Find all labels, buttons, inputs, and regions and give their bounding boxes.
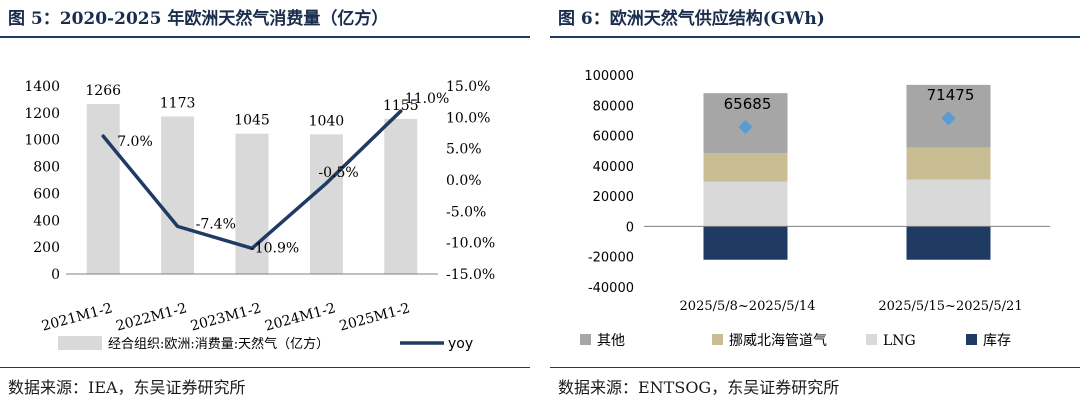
right-bottom-rule <box>550 367 1080 368</box>
stacked-segment-库存 <box>703 226 788 260</box>
y-left-tick-label: 400 <box>33 213 60 229</box>
legend-label: LNG <box>883 333 916 349</box>
y-tick-label: 60000 <box>593 130 634 145</box>
y-tick-label: 40000 <box>593 160 634 175</box>
total-data-label: 71475 <box>927 86 975 104</box>
y-right-tick-label: 10.0% <box>446 110 490 126</box>
right-source-note: 数据来源：ENTSOG，东吴证券研究所 <box>558 378 840 397</box>
consumption-chart: 0 200 400 600 800 1000 1200 1400 -15.0% -10.0% -5.… <box>24 79 495 352</box>
x-category-label: 2024M1-2 <box>263 300 337 334</box>
legend-label: 其他 <box>597 333 625 349</box>
consumption-bar <box>384 118 418 275</box>
y-right-tick-label: -15.0% <box>446 267 495 283</box>
left-bottom-rule <box>0 367 530 368</box>
stacked-segment-LNG <box>703 181 788 227</box>
stacked-segment-挪威北海管道气 <box>703 152 788 182</box>
y-right-tick-label: -10.0% <box>446 236 495 252</box>
legend-label-consumption: 经合组织:欧洲:消费量:天然气（亿方） <box>108 336 329 352</box>
consumption-bar <box>86 103 120 274</box>
y-left-tick-label: 1200 <box>24 106 60 122</box>
right-figure-panel: 图 6：欧洲天然气供应结构(GWh) -40000 -20000 0 20000 400… <box>550 0 1080 400</box>
x-category-label: 2025M1-2 <box>338 300 412 334</box>
y-right-tick-label: -5.0% <box>446 204 486 220</box>
legend-swatch <box>580 334 591 345</box>
x-category-label: 2021M1-2 <box>40 300 114 334</box>
y-tick-label: 0 <box>626 220 634 235</box>
consumption-bar-label: 1045 <box>234 113 270 129</box>
legend-swatch <box>966 334 977 345</box>
stacked-segment-挪威北海管道气 <box>906 147 991 180</box>
yoy-line <box>101 109 403 251</box>
yoy-data-label: -7.4% <box>196 216 236 232</box>
y-right-tick-label: 5.0% <box>446 142 482 158</box>
stacked-segment-LNG <box>906 179 991 227</box>
y-tick-label: -20000 <box>588 251 634 266</box>
y-left-tick-label: 600 <box>33 186 60 202</box>
y-tick-label: 100000 <box>584 69 634 84</box>
x-category-label: 2025/5/8~2025/5/14 <box>680 299 816 314</box>
consumption-bar <box>161 116 195 275</box>
left-source-note: 数据来源：IEA，东吴证券研究所 <box>8 378 246 397</box>
supply-structure-chart: -40000 -20000 0 20000 40000 60000 80000 100000 6… <box>580 69 1050 349</box>
legend-label-yoy: yoy <box>448 336 473 352</box>
consumption-bar-label: 1173 <box>160 95 196 111</box>
y-tick-label: 80000 <box>593 99 634 114</box>
left-title-rule <box>0 36 530 38</box>
x-category-label: 2022M1-2 <box>114 300 188 334</box>
yoy-data-label: 7.0% <box>117 134 153 150</box>
yoy-data-label: -0.5% <box>318 165 358 181</box>
stacked-segment-库存 <box>906 226 991 260</box>
consumption-bar-label: 1155 <box>383 98 419 114</box>
y-right-tick-label: 0.0% <box>446 173 482 189</box>
y-tick-label: 20000 <box>593 190 634 205</box>
left-figure-title: 图 5：2020-2025 年欧洲天然气消费量（亿方） <box>8 9 389 29</box>
yoy-data-label: -10.9% <box>250 240 299 256</box>
right-title-rule <box>550 36 1080 38</box>
y-left-tick-label: 1400 <box>24 79 60 95</box>
consumption-bar <box>235 133 269 274</box>
y-left-tick-label: 800 <box>33 160 60 176</box>
yoy-data-label: 11.0% <box>405 91 449 107</box>
consumption-bar-label: 1266 <box>85 83 121 99</box>
x-category-label: 2023M1-2 <box>189 300 263 334</box>
legend-swatch <box>712 334 723 345</box>
legend-label: 库存 <box>983 333 1011 349</box>
consumption-bar-label: 1040 <box>309 113 345 129</box>
consumption-bar <box>309 134 343 274</box>
y-left-tick-label: 0 <box>51 267 60 283</box>
total-marker <box>738 119 753 135</box>
total-marker <box>941 111 956 126</box>
y-left-tick-label: 200 <box>33 240 60 256</box>
left-figure-panel: 图 5：2020-2025 年欧洲天然气消费量（亿方） 0 200 400 600 80… <box>0 0 530 400</box>
x-category-label: 2025/5/15~2025/5/21 <box>878 299 1022 314</box>
y-right-tick-label: 15.0% <box>446 79 490 95</box>
legend-swatch <box>866 334 877 345</box>
y-tick-label: -40000 <box>588 281 634 296</box>
right-figure-title: 图 6：欧洲天然气供应结构(GWh) <box>558 9 825 29</box>
legend-swatch-consumption <box>58 336 102 350</box>
total-data-label: 65685 <box>724 95 772 113</box>
y-left-tick-label: 1000 <box>24 133 60 149</box>
legend-label: 挪威北海管道气 <box>729 333 827 349</box>
